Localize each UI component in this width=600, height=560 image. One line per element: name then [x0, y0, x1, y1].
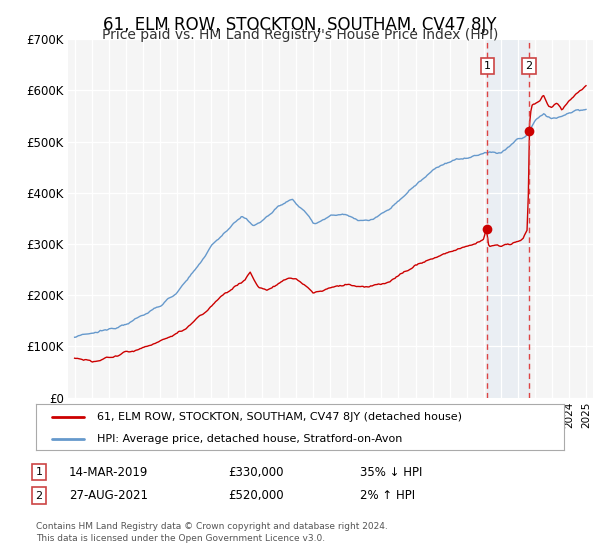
Text: 2: 2: [526, 61, 532, 71]
Text: Price paid vs. HM Land Registry's House Price Index (HPI): Price paid vs. HM Land Registry's House …: [102, 28, 498, 42]
Text: Contains HM Land Registry data © Crown copyright and database right 2024.
This d: Contains HM Land Registry data © Crown c…: [36, 522, 388, 543]
Text: 27-AUG-2021: 27-AUG-2021: [69, 489, 148, 502]
Text: 1: 1: [35, 467, 43, 477]
Text: 2: 2: [35, 491, 43, 501]
Text: 1: 1: [484, 61, 491, 71]
Text: 2% ↑ HPI: 2% ↑ HPI: [360, 489, 415, 502]
Text: £330,000: £330,000: [228, 465, 284, 479]
Text: 61, ELM ROW, STOCKTON, SOUTHAM, CV47 8JY (detached house): 61, ELM ROW, STOCKTON, SOUTHAM, CV47 8JY…: [97, 412, 462, 422]
Text: 61, ELM ROW, STOCKTON, SOUTHAM, CV47 8JY: 61, ELM ROW, STOCKTON, SOUTHAM, CV47 8JY: [103, 16, 497, 34]
Text: HPI: Average price, detached house, Stratford-on-Avon: HPI: Average price, detached house, Stra…: [97, 434, 402, 444]
Text: 35% ↓ HPI: 35% ↓ HPI: [360, 465, 422, 479]
Bar: [487, 39, 529, 398]
Text: 14-MAR-2019: 14-MAR-2019: [69, 465, 148, 479]
Text: £520,000: £520,000: [228, 489, 284, 502]
